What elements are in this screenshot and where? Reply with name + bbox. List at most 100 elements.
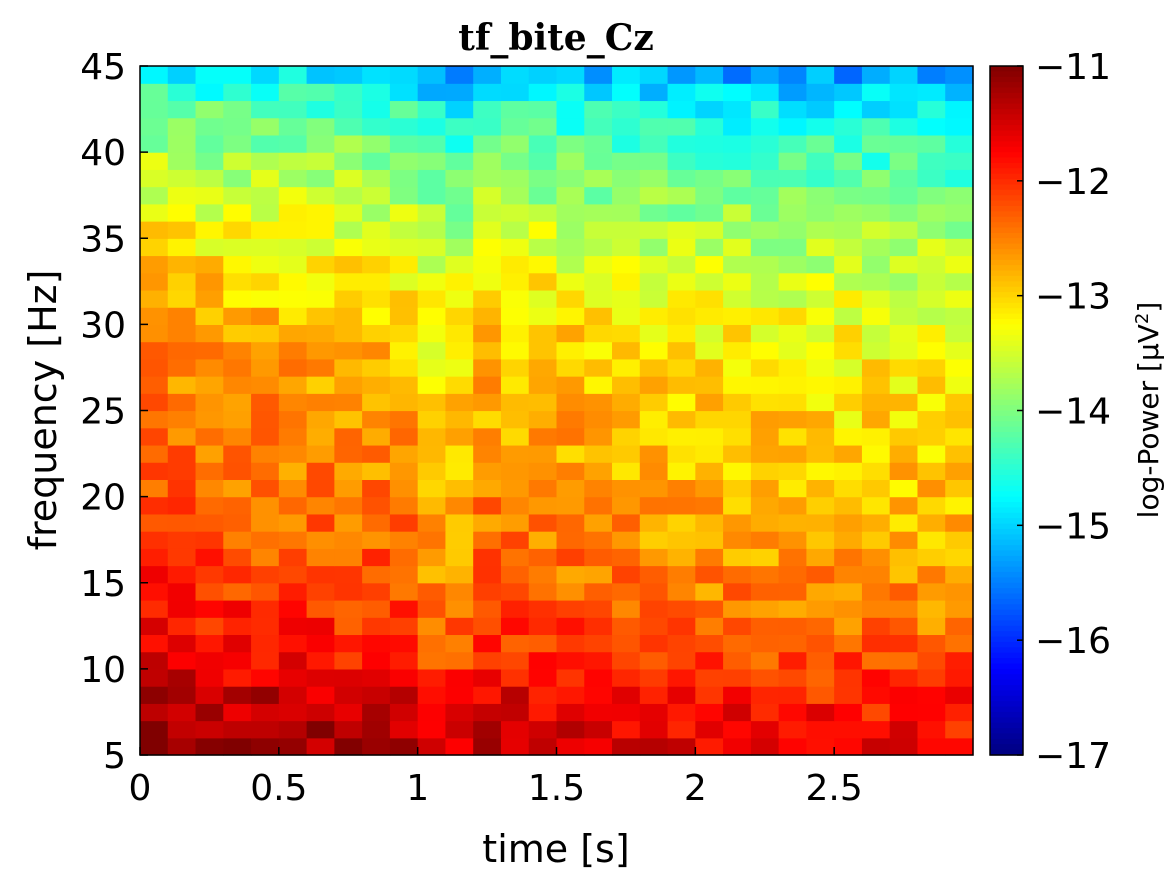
heatmap-cell	[806, 410, 835, 429]
heatmap-cell	[639, 169, 669, 188]
heatmap-cell	[251, 376, 280, 394]
heatmap-cell	[500, 341, 530, 360]
heatmap-cell	[945, 221, 974, 239]
x-axis-label: time [s]	[482, 827, 629, 871]
heatmap-cell	[334, 513, 363, 532]
heatmap-cell	[889, 462, 919, 480]
heatmap-cell	[556, 513, 585, 532]
heatmap-cell	[917, 203, 946, 222]
heatmap-cell	[167, 668, 197, 687]
colorbar-tick-label: −13	[1035, 277, 1111, 318]
heatmap-cell	[945, 186, 974, 205]
heatmap-cell	[556, 186, 585, 205]
heatmap-cell	[251, 221, 280, 239]
colorbar-segment	[990, 232, 1023, 239]
heatmap-cell	[306, 599, 335, 618]
heatmap-cell	[334, 410, 363, 429]
heatmap-cell	[334, 324, 363, 343]
y-tick-label: 20	[80, 478, 126, 519]
heatmap-cell	[917, 100, 946, 119]
colorbar-segment	[990, 362, 1023, 369]
heatmap-cell	[195, 376, 224, 394]
heatmap-cell	[945, 582, 974, 601]
heatmap-cell	[917, 66, 946, 84]
heatmap-cell	[528, 358, 558, 377]
heatmap-cell	[167, 66, 197, 84]
heatmap-cell	[584, 668, 613, 687]
heatmap-cell	[251, 703, 280, 722]
heatmap-cell	[861, 186, 891, 205]
heatmap-cell	[500, 272, 530, 291]
heatmap-cell	[861, 134, 891, 153]
heatmap-cell	[167, 737, 197, 756]
heatmap-cell	[500, 393, 530, 412]
heatmap-cell	[445, 737, 474, 756]
heatmap-cell	[278, 427, 308, 446]
heatmap-cell	[556, 599, 585, 618]
heatmap-cell	[667, 358, 696, 377]
heatmap-cell	[695, 479, 724, 498]
heatmap-cell	[584, 307, 613, 325]
heatmap-cell	[334, 289, 363, 308]
heatmap-cell	[861, 617, 891, 636]
heatmap-cell	[417, 307, 447, 325]
heatmap-cell	[167, 169, 197, 188]
heatmap-cell	[334, 272, 363, 291]
heatmap-cell	[306, 169, 335, 188]
heatmap-cell	[417, 272, 447, 291]
heatmap-cell	[612, 134, 641, 153]
heatmap-cell	[528, 513, 558, 532]
heatmap-cell	[750, 462, 780, 480]
colorbar-segment	[990, 184, 1023, 191]
heatmap-cell	[778, 393, 807, 412]
heatmap-cell	[584, 169, 613, 188]
heatmap-cell	[445, 427, 474, 446]
heatmap-cell	[167, 703, 197, 722]
heatmap-cell	[584, 634, 613, 653]
heatmap-cell	[695, 376, 724, 394]
colorbar-segment	[990, 744, 1023, 751]
heatmap-cell	[612, 565, 641, 584]
heatmap-cell	[667, 599, 696, 618]
heatmap-cell	[223, 599, 252, 618]
colorbar-segment	[990, 480, 1023, 487]
heatmap-cell	[834, 720, 863, 739]
heatmap-cell	[473, 686, 502, 704]
colorbar-segment	[990, 329, 1023, 336]
heatmap-cell	[834, 221, 863, 239]
heatmap-cell	[945, 703, 974, 722]
heatmap-cell	[528, 100, 558, 119]
heatmap-cell	[750, 186, 780, 205]
heatmap-cell	[723, 272, 752, 291]
heatmap-cell	[473, 307, 502, 325]
heatmap-cell	[639, 720, 669, 739]
heatmap-cell	[445, 341, 474, 360]
heatmap-cell	[639, 255, 669, 274]
heatmap-cell	[861, 531, 891, 549]
heatmap-cell	[306, 100, 335, 119]
heatmap-cell	[445, 444, 474, 463]
heatmap-cell	[445, 272, 474, 291]
heatmap-cell	[334, 479, 363, 498]
heatmap-cell	[167, 238, 197, 257]
heatmap-cell	[834, 703, 863, 722]
heatmap-cell	[334, 203, 363, 222]
heatmap-cell	[278, 255, 308, 274]
heatmap-cell	[861, 358, 891, 377]
heatmap-cell	[417, 358, 447, 377]
heatmap-cell	[389, 100, 419, 119]
heatmap-cell	[334, 393, 363, 412]
heatmap-cell	[278, 599, 308, 618]
heatmap-cell	[639, 444, 669, 463]
heatmap-cell	[334, 720, 363, 739]
heatmap-cell	[889, 152, 919, 170]
heatmap-cell	[473, 358, 502, 377]
heatmap-cell	[806, 152, 835, 170]
colorbar-segment	[990, 437, 1023, 444]
heatmap-cell	[251, 531, 280, 549]
heatmap-cell	[556, 479, 585, 498]
heatmap-cell	[612, 513, 641, 532]
heatmap-cell	[251, 83, 280, 102]
heatmap-cell	[167, 341, 197, 360]
heatmap-cell	[528, 203, 558, 222]
